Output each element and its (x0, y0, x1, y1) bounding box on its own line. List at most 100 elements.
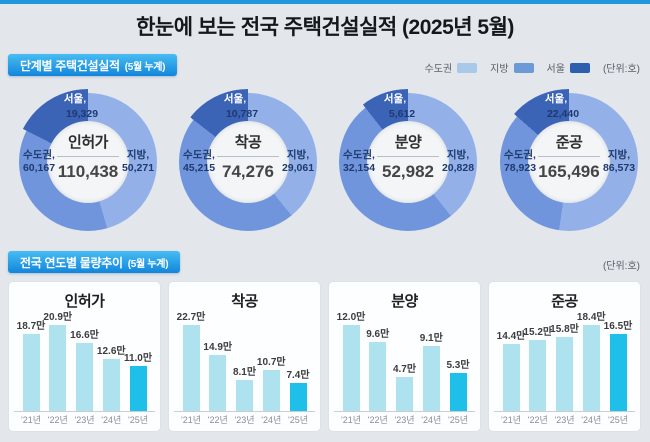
bar-col: 18.4만 (577, 308, 606, 411)
bar-value: 9.1만 (419, 333, 443, 344)
jibang-label: 지방, 20,828 (441, 149, 475, 174)
year-label: '25년 (607, 415, 628, 425)
year-label: '23년 (234, 415, 255, 425)
year-label: '21년 (180, 415, 201, 425)
sudogwon-label: 수도권, 32,154 (342, 149, 376, 174)
bar (209, 355, 227, 411)
bar (236, 380, 253, 411)
donut-divider (57, 156, 119, 157)
section2-badge-label: 전국 연도별 물량추이 (20, 255, 123, 270)
bar-col: 12.0만 (336, 308, 366, 411)
donut-hole (207, 121, 289, 203)
axis-baseline (174, 411, 315, 412)
year-label: '22년 (367, 415, 388, 425)
seoul-value: 5,612 (388, 108, 416, 120)
bar-card-title: 인허가 (64, 293, 105, 310)
bar-value: 11.0만 (123, 353, 153, 364)
bar-value: 22.7만 (176, 312, 206, 323)
section1-badge: 단계별 주택건설실적 (5월 누계) (8, 54, 178, 76)
bar (449, 373, 467, 411)
bar-col: 9.6만 (365, 325, 391, 411)
bar-col: 15.2만 (523, 323, 552, 411)
bar-col: 11.0만 (123, 349, 153, 411)
section1-badge-label: 단계별 주택건설실적 (20, 58, 120, 73)
bar-value: 15.8만 (550, 324, 579, 335)
section2-badge: 전국 연도별 물량추이 (5월 누계) (8, 251, 181, 273)
bar-card-title: 준공 (551, 293, 578, 310)
top-accent-line (0, 0, 650, 4)
bar-value: 18.7만 (16, 321, 46, 332)
year-label: '22년 (527, 415, 548, 425)
bar (289, 383, 307, 411)
donut-hole (528, 121, 610, 203)
year-label: '24년 (421, 415, 442, 425)
legend-swatch-sudogwon (457, 62, 478, 73)
bar-col: 16.5만 (603, 317, 633, 411)
bar (529, 340, 547, 411)
donut-hole (47, 121, 129, 203)
legend-label-sudogwon: 수도권 (424, 64, 453, 75)
legend-item-seoul: 서울 (547, 60, 590, 75)
legend: 수도권 지방 서울 (단위:호) (425, 60, 640, 75)
donut-divider (377, 156, 439, 157)
bar-card-bunyang: 분양 12.0만 9.6만 4.7만 9.1만 5.3만 '21년 '22년 '… (328, 281, 481, 432)
bar (609, 334, 627, 411)
seoul-label: 서울, (223, 93, 247, 105)
bar (342, 325, 360, 411)
bar-col: 22.7만 (176, 308, 206, 411)
seoul-label: 서울, (63, 93, 87, 105)
bar-col: 9.1만 (418, 329, 444, 411)
x-axis-labels: '21년 '22년 '23년 '24년 '25년 (178, 413, 311, 426)
sudogwon-label: 수도권, 78,923 (503, 149, 537, 174)
donut-title: 인허가 (68, 134, 108, 151)
bar (502, 344, 520, 411)
bar-col: 16.6만 (70, 326, 99, 411)
bar-col: 18.7만 (16, 317, 46, 411)
bar-value: 7.4만 (286, 370, 310, 381)
donut-title: 착공 (234, 134, 262, 151)
year-label: '23년 (394, 415, 415, 425)
bar (262, 370, 280, 411)
year-label: '22년 (47, 415, 68, 425)
bar-value: 20.9만 (43, 312, 73, 323)
donut-hole (367, 121, 449, 203)
x-axis-labels: '21년 '22년 '23년 '24년 '25년 (338, 413, 471, 426)
legend-item-sudogwon: 수도권 (425, 60, 478, 75)
bar (22, 334, 40, 411)
bar-card-title: 착공 (231, 293, 258, 310)
bar (182, 325, 200, 411)
donut-divider (217, 156, 279, 157)
bar (556, 337, 573, 411)
bar-card-inheoga: 인허가 18.7만 20.9만 16.6만 12.6만 11.0만 '21년 '… (8, 281, 161, 432)
jibang-label: 지방, 29,061 (281, 149, 315, 174)
year-label: '21년 (500, 415, 521, 425)
bar-col: 14.9만 (203, 338, 232, 411)
bar-col: 10.7만 (257, 353, 286, 411)
donut-title: 분양 (394, 134, 422, 151)
bar-col: 12.6만 (97, 342, 126, 411)
donut-title: 준공 (555, 134, 583, 151)
bar (582, 325, 600, 411)
donut-total: 110,438 (57, 162, 119, 181)
bars: 12.0만 9.6만 4.7만 9.1만 5.3만 (336, 308, 471, 411)
year-label: '24년 (581, 415, 602, 425)
section1-unit: (단위:호) (602, 64, 640, 75)
donut-total: 74,276 (222, 162, 274, 181)
page-title: 한눈에 보는 전국 주택건설실적 (2025년 5월) (136, 16, 514, 39)
jibang-label: 지방, 86,573 (602, 149, 636, 174)
bar-value: 16.5만 (603, 321, 633, 332)
donut-chart-chakgong: 서울, 10,787 수도권, 45,215 지방, 29,061 착공 74,27… (173, 87, 323, 237)
bar-value: 12.0만 (336, 312, 366, 323)
bar-col: 7.4만 (285, 366, 311, 411)
legend-swatch-seoul (569, 62, 590, 73)
bars: 18.7만 20.9만 16.6만 12.6만 11.0만 (16, 308, 153, 411)
year-label: '22년 (207, 415, 228, 425)
year-label: '25년 (447, 415, 468, 425)
seoul-value: 22,440 (546, 108, 580, 120)
seoul-value: 19,329 (65, 108, 99, 120)
legend-label-seoul: 서울 (546, 64, 565, 75)
section2-unit: (단위:호) (602, 261, 640, 272)
bar (396, 377, 413, 411)
bar-col: 4.7만 (392, 360, 418, 411)
